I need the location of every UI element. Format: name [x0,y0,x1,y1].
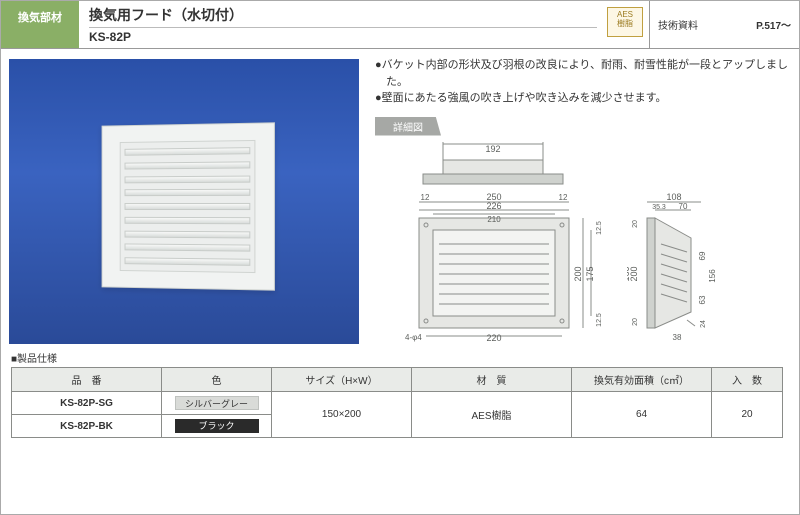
dim-70: 70 [679,202,688,211]
bullet-2: ●壁面にあたる強風の吹き上げや吹き込みを減少させます。 [375,90,789,107]
col-qty: 入 数 [712,368,783,392]
louver [125,230,251,238]
louver [125,175,251,183]
col-size: サイズ（H×W） [272,368,412,392]
dim-20b: 20 [632,318,639,326]
cell-code-0: KS-82P-SG [12,392,162,415]
dim-226: 226 [486,201,501,211]
table-row: KS-82P-SG シルバーグレー 150×200 AES樹脂 64 20 [12,392,783,415]
dim-12r: 12 [559,193,568,202]
dim-160: 160 [627,266,631,281]
cell-qty: 20 [712,392,783,438]
drawing-front-view: 250 226 210 12 12 200 175 12.5 12.5 220 … [389,192,609,342]
louver [125,203,251,210]
cell-color-0: シルバーグレー [162,392,272,415]
cell-area: 64 [572,392,712,438]
dim-hole: 4-φ4 [405,333,422,342]
dim-63: 63 [698,295,707,304]
col-area: 換気有効面積（c㎡） [572,368,712,392]
cell-color-1: ブラック [162,415,272,438]
drawing-side-view: 108 35.3 70 200 160 20 20 69 156 63 24 3… [627,192,787,342]
drawing-top-view: 192 [409,140,579,188]
cell-size: 150×200 [272,392,412,438]
dim-220: 220 [486,333,501,342]
material-badge: AES 樹脂 [607,7,643,37]
swatch-black: ブラック [175,419,259,433]
dim-12-5t: 12.5 [596,221,603,235]
header: 換気部材 換気用フード（水切付） KS-82P AES 樹脂 技術資料 P.51… [1,1,799,49]
cell-material: AES樹脂 [412,392,572,438]
louver [125,189,251,196]
model-number: KS-82P [89,27,597,44]
col-material: 材 質 [412,368,572,392]
reference-label: 技術資料 [658,17,698,32]
page: 換気部材 換気用フード（水切付） KS-82P AES 樹脂 技術資料 P.51… [0,0,800,515]
reference-page: P.517～ [756,17,791,32]
spec-caption: ■製品仕様 [11,350,799,365]
left-column [1,49,371,344]
louver [125,244,251,252]
feature-bullets: ●バケット内部の形状及び羽根の改良により、耐雨、耐雪性能が一段とアップしました。… [375,57,789,107]
dim-108: 108 [666,192,681,202]
bullet-1: ●バケット内部の形状及び羽根の改良により、耐雨、耐雪性能が一段とアップしました。 [375,57,789,90]
dim-12l: 12 [421,193,430,202]
vent-hood-graphic [102,122,275,290]
swatch-silver: シルバーグレー [175,396,259,410]
dim-69: 69 [698,251,707,260]
louver [125,257,251,266]
title-block: 換気用フード（水切付） KS-82P [79,1,607,48]
dim-24: 24 [700,320,707,328]
dim-192: 192 [485,144,500,154]
table-header-row: 品 番 色 サイズ（H×W） 材 質 換気有効面積（c㎡） 入 数 [12,368,783,392]
louver [125,161,251,169]
dim-200: 200 [573,266,583,281]
product-title: 換気用フード（水切付） [89,5,597,25]
reference-block: 技術資料 P.517～ [649,1,799,48]
dim-156: 156 [708,268,717,282]
body: ●バケット内部の形状及び羽根の改良により、耐雨、耐雪性能が一段とアップしました。… [1,49,799,344]
col-code: 品 番 [12,368,162,392]
badge-line2: 樹脂 [608,20,642,29]
dim-20t: 20 [632,220,639,228]
dim-210: 210 [487,215,501,224]
technical-drawings: 192 [375,140,789,340]
cell-code-1: KS-82P-BK [12,415,162,438]
spec-table: 品 番 色 サイズ（H×W） 材 質 換気有効面積（c㎡） 入 数 KS-82P… [11,367,783,438]
dim-12-5b: 12.5 [596,313,603,327]
louver [125,147,251,156]
vent-louvers [120,140,256,273]
dim-175: 175 [585,266,595,281]
category-tab: 換気部材 [1,1,79,48]
product-photo [9,59,359,344]
detail-drawing-label: 詳細図 [375,117,441,136]
dim-38: 38 [673,333,682,342]
right-column: ●バケット内部の形状及び羽根の改良により、耐雨、耐雪性能が一段とアップしました。… [371,49,799,344]
louver [125,217,251,224]
col-color: 色 [162,368,272,392]
dim-35-3: 35.3 [652,204,666,211]
